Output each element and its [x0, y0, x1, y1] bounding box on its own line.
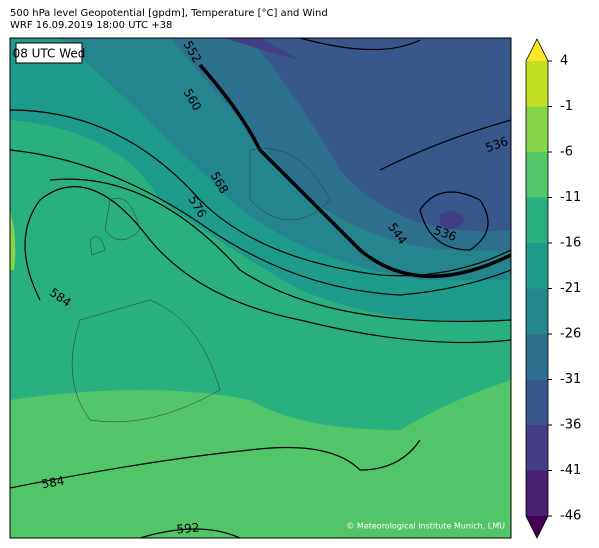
colorbar-tick-label: -36	[560, 418, 581, 433]
colorbar-band	[526, 197, 548, 243]
time-box	[15, 42, 83, 64]
contour-label: 584	[40, 474, 65, 492]
map: 552 560 568 576 584 544 536 536 584 592 …	[10, 38, 511, 538]
colorbar-tick-label: -16	[560, 236, 581, 251]
colorbar-extend-low	[526, 516, 548, 538]
colorbar-extend-high	[526, 39, 548, 61]
colorbar-band	[526, 470, 548, 516]
credit: © Meteorological Institute Munich, LMU	[346, 522, 505, 531]
colorbar-tick-label: -26	[560, 327, 581, 342]
colorbar: -46 -41 -36 -31 -26 -21 -16 -11 -6 -1 4	[525, 38, 581, 539]
colorbar-band	[526, 61, 548, 107]
title: 500 hPa level Geopotential [gpdm], Tempe…	[10, 8, 328, 19]
colorbar-band	[526, 152, 548, 198]
time-label: 08 UTC Wed	[13, 47, 86, 61]
colorbar-tick-label: -21	[560, 281, 581, 296]
colorbar-tick-label: -1	[560, 99, 573, 114]
colorbar-band	[526, 379, 548, 425]
colorbar-tick-label: -6	[560, 145, 573, 160]
colorbar-band	[526, 106, 548, 152]
colorbar-tick-label: -41	[560, 463, 581, 478]
colorbar-band	[526, 334, 548, 380]
colorbar-tick-label: 4	[560, 54, 568, 69]
subtitle: WRF 16.09.2019 18:00 UTC +38	[10, 20, 172, 31]
map-frame	[9, 37, 512, 539]
colorbar-band	[526, 288, 548, 334]
contour-label: 592	[176, 521, 200, 537]
colorbar-tick-label: -46	[560, 509, 581, 524]
colorbar-band	[526, 425, 548, 471]
colorbar-tick-label: -31	[560, 372, 581, 387]
colorbar-tick-label: -11	[560, 190, 581, 205]
colorbar-band	[526, 243, 548, 289]
